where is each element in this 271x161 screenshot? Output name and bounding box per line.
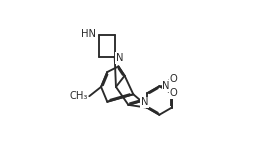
Text: N: N: [162, 81, 170, 91]
Text: O: O: [170, 88, 178, 98]
Text: O: O: [170, 74, 178, 84]
Text: CH₃: CH₃: [69, 91, 88, 101]
Text: N: N: [116, 53, 124, 63]
Text: HN: HN: [81, 29, 96, 39]
Text: N: N: [141, 97, 148, 107]
